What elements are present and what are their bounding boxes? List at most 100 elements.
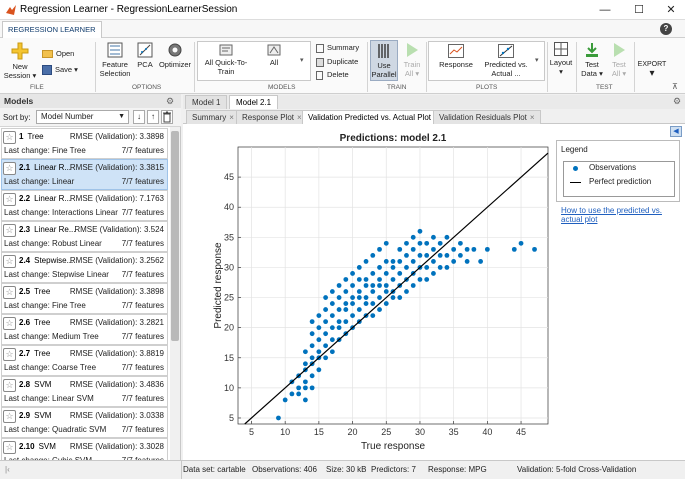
help-link[interactable]: How to use the predicted vs. actual plot	[561, 206, 671, 224]
close-button[interactable]: ✕	[666, 4, 676, 16]
model-number: 2.2	[19, 194, 31, 203]
tab-model-1[interactable]: Model 1	[185, 95, 228, 109]
tab-response-plot[interactable]: Response Plot ×	[236, 110, 308, 124]
observation-point	[329, 325, 335, 331]
pca-button[interactable]: PCA	[135, 42, 155, 69]
open-button[interactable]: Open	[42, 49, 74, 59]
star-icon[interactable]: ☆	[3, 162, 16, 175]
observation-point	[383, 259, 389, 264]
train-all-button[interactable]: Train All ▾	[400, 42, 424, 78]
model-list-item[interactable]: ☆ 2.1 Linear R... RMSE (Validation): 3.3815…	[1, 159, 168, 190]
save-button[interactable]: Save ▾	[42, 65, 78, 76]
export-button[interactable]: EXPORT ▾	[637, 60, 667, 79]
delete-model-button[interactable]	[161, 110, 173, 124]
delete-button[interactable]: Delete	[316, 70, 349, 80]
observation-point	[336, 307, 342, 312]
optimizer-label: Optimizer	[158, 60, 192, 69]
model-list-item[interactable]: ☆ 2.4 Stepwise... RMSE (Validation): 3.2562…	[1, 252, 168, 283]
model-name: 2.8 SVM	[19, 380, 51, 389]
layout-button[interactable]: Layout ▾	[549, 42, 573, 76]
star-icon[interactable]: ☆	[3, 193, 16, 206]
model-list-item[interactable]: ☆ 1 Tree RMSE (Validation): 3.3898 Last chan…	[1, 128, 168, 159]
observation-point	[471, 246, 477, 252]
tab-validation-residuals-plot[interactable]: Validation Residuals Plot ×	[433, 110, 541, 124]
star-icon[interactable]: ☆	[3, 410, 16, 423]
model-list-item[interactable]: ☆ 2.7 Tree RMSE (Validation): 3.8819 Last ch…	[1, 345, 168, 376]
gallery-expand-icon[interactable]: ▾	[300, 57, 304, 64]
model-list-item[interactable]: ☆ 2.3 Linear Re... RMSE (Validation): 3.524…	[1, 221, 168, 252]
test-data-button[interactable]: Test Data ▾	[579, 42, 605, 78]
model-list-item[interactable]: ☆ 2.6 Tree RMSE (Validation): 3.2821 Last ch…	[1, 314, 168, 345]
close-icon[interactable]: ×	[529, 113, 535, 122]
duplicate-button[interactable]: Duplicate	[316, 57, 358, 67]
tab-validation-residuals-plot-label: Validation Residuals Plot	[439, 113, 527, 122]
observation-point	[464, 259, 470, 264]
minimize-button[interactable]: —	[599, 4, 611, 16]
model-list-item[interactable]: ☆ 2.2 Linear R... RMSE (Validation): 7.1763…	[1, 190, 168, 221]
close-icon[interactable]: ×	[297, 113, 302, 122]
tabs-settings-icon[interactable]: ⚙	[673, 96, 682, 106]
observation-point	[404, 289, 409, 294]
tab-model-2-1[interactable]: Model 2.1	[229, 95, 279, 109]
model-rmse: RMSE (Validation): 3.3898	[69, 287, 164, 296]
predicted-vs-actual-button[interactable]: Predicted vs. Actual ...	[481, 44, 531, 78]
observation-point	[397, 259, 403, 264]
model-type: Tree	[34, 318, 51, 327]
test-all-button[interactable]: Test All ▾	[607, 42, 631, 78]
close-icon[interactable]: ×	[229, 113, 234, 122]
collapse-arrow-icon: ◀	[673, 128, 679, 135]
star-icon[interactable]: ☆	[3, 255, 16, 268]
model-list-item[interactable]: ☆ 2.5 Tree RMSE (Validation): 3.3898 Last ch…	[1, 283, 168, 314]
observation-point	[336, 325, 342, 331]
plot-gallery[interactable]: Response Predicted vs. Actual ... ▾	[428, 41, 545, 81]
model-list-item[interactable]: ☆ 2.8 SVM RMSE (Validation): 3.4836 Last cha…	[1, 376, 168, 407]
optimizer-button[interactable]: Optimizer	[158, 42, 192, 69]
model-last-change: Last change: Stepwise Linear	[4, 270, 109, 279]
sort-descending-button[interactable]: ↓	[133, 110, 145, 124]
duplicate-label: Duplicate	[327, 57, 359, 66]
sort-bar: Sort by: Model Number ▼ ↓ ↑	[0, 108, 181, 127]
legend-box: Observations Perfect prediction	[563, 161, 675, 197]
all-quick-to-train-button[interactable]: All Quick-To- Train	[201, 44, 251, 76]
use-parallel-toggle[interactable]: Use Parallel	[370, 40, 398, 81]
all-models-icon	[267, 44, 281, 56]
panel-settings-icon[interactable]: ⚙	[166, 96, 175, 106]
observation-point	[282, 397, 288, 403]
model-number: 2.6	[19, 318, 31, 327]
model-list-item[interactable]: ☆ 2.9 SVM RMSE (Validation): 3.0338 Last cha…	[1, 407, 168, 438]
new-session-button[interactable]: New Session ▾	[3, 42, 37, 80]
scrollbar-thumb[interactable]	[171, 131, 179, 341]
observation-point	[350, 313, 355, 319]
all-button[interactable]: All	[256, 44, 292, 67]
status-scroll-left-icon[interactable]: |‹	[5, 465, 10, 474]
star-icon[interactable]: ☆	[3, 224, 16, 237]
star-icon[interactable]: ☆	[3, 131, 16, 144]
model-last-change: Last change: Linear SVM	[4, 394, 94, 403]
tab-regression-learner[interactable]: REGRESSION LEARNER	[2, 21, 102, 38]
plot-gallery-expand-icon[interactable]: ▾	[535, 57, 539, 64]
tab-summary[interactable]: Summary ×	[186, 110, 240, 124]
tab-validation-predicted-vs-actual[interactable]: Validation Predicted vs. Actual Plot×	[302, 110, 445, 124]
observation-point	[350, 295, 355, 300]
observation-point	[377, 265, 382, 270]
summary-button[interactable]: Summary	[316, 43, 359, 53]
star-icon[interactable]: ☆	[3, 348, 16, 361]
use-parallel-label-1: Use	[377, 61, 391, 70]
y-tick-label: 5	[229, 413, 234, 423]
sort-select[interactable]: Model Number ▼	[36, 110, 129, 124]
star-icon[interactable]: ☆	[3, 379, 16, 392]
maximize-button[interactable]: ☐	[634, 4, 644, 16]
feature-selection-button[interactable]: Feature Selection	[98, 42, 132, 78]
observation-point	[296, 385, 302, 391]
model-rmse: RMSE (Validation): 3.524	[74, 225, 164, 234]
star-icon[interactable]: ☆	[3, 317, 16, 330]
star-icon[interactable]: ☆	[3, 286, 16, 299]
collapse-panel-button[interactable]: ◀	[670, 126, 682, 137]
star-icon[interactable]: ☆	[3, 441, 16, 454]
model-list-scrollbar[interactable]	[170, 127, 180, 460]
model-gallery[interactable]: All Quick-To- Train All ▾	[197, 41, 311, 81]
response-plot-button[interactable]: Response	[433, 44, 479, 69]
sort-ascending-button[interactable]: ↑	[147, 110, 159, 124]
help-icon[interactable]: ?	[660, 23, 672, 35]
collapse-ribbon-icon[interactable]: ⊼	[672, 82, 678, 91]
